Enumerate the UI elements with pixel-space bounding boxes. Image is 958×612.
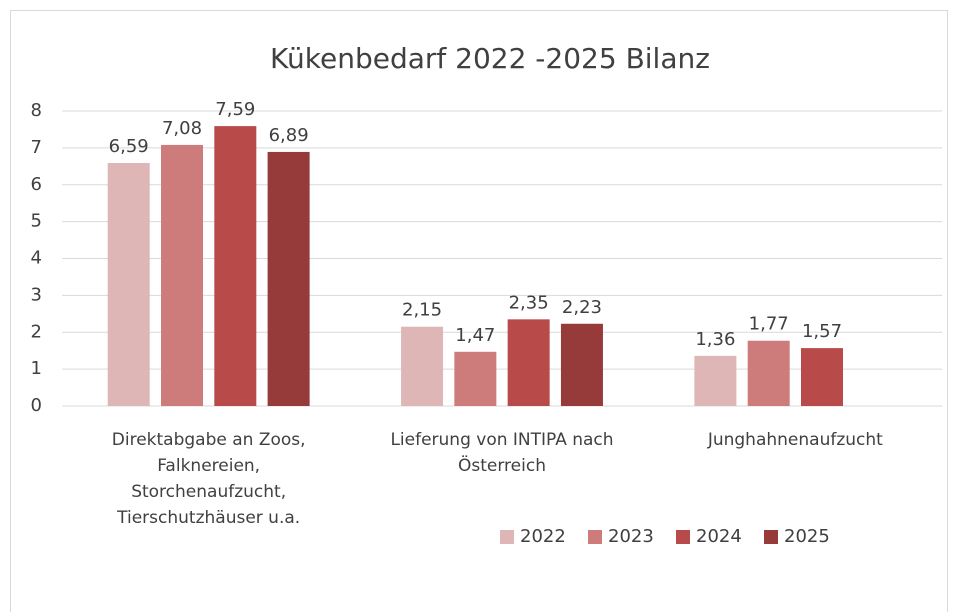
y-tick-label: 3 — [31, 284, 42, 305]
y-tick-label: 2 — [31, 321, 42, 342]
x-tick-label: Junghahnenaufzucht — [707, 430, 883, 450]
data-label: 2,23 — [562, 297, 602, 318]
legend-label: 2022 — [520, 526, 566, 547]
data-label: 7,08 — [162, 118, 202, 139]
data-label: 2,35 — [509, 292, 549, 313]
x-tick-label: Lieferung von INTIPA nach Österreich — [390, 430, 613, 476]
legend-label: 2023 — [608, 526, 654, 547]
data-label: 1,57 — [802, 321, 842, 342]
data-label: 1,47 — [455, 325, 495, 346]
bar — [214, 126, 257, 407]
data-label: 6,59 — [109, 136, 149, 157]
y-tick-label: 6 — [31, 174, 42, 195]
data-label: 1,36 — [695, 329, 735, 350]
data-label: 6,89 — [269, 125, 309, 146]
legend-swatch — [500, 530, 514, 544]
bar — [507, 319, 550, 406]
bar — [454, 351, 497, 406]
data-label: 1,77 — [749, 314, 789, 335]
data-label: 2,15 — [402, 300, 442, 321]
data-label: 7,59 — [215, 99, 255, 120]
legend-swatch — [764, 530, 778, 544]
bar — [747, 340, 790, 406]
bar — [401, 326, 444, 406]
x-tick-label: Direktabgabe an Zoos, Falknereien, Storche… — [112, 430, 306, 528]
legend-swatch — [588, 530, 602, 544]
chart-title: Kükenbedarf 2022 -2025 Bilanz — [270, 42, 710, 75]
legend-swatch — [676, 530, 690, 544]
bar — [107, 162, 150, 406]
bar — [560, 323, 603, 406]
legend-label: 2025 — [784, 526, 830, 547]
y-tick-label: 4 — [31, 248, 42, 269]
y-tick-label: 5 — [31, 211, 42, 232]
bar — [694, 355, 737, 406]
y-tick-label: 1 — [31, 358, 42, 379]
bar — [800, 348, 843, 406]
y-tick-label: 8 — [31, 100, 42, 121]
bar — [161, 144, 204, 407]
y-tick-label: 7 — [31, 137, 42, 158]
y-tick-label: 0 — [31, 395, 42, 416]
bar — [267, 151, 310, 406]
legend-label: 2024 — [696, 526, 742, 547]
